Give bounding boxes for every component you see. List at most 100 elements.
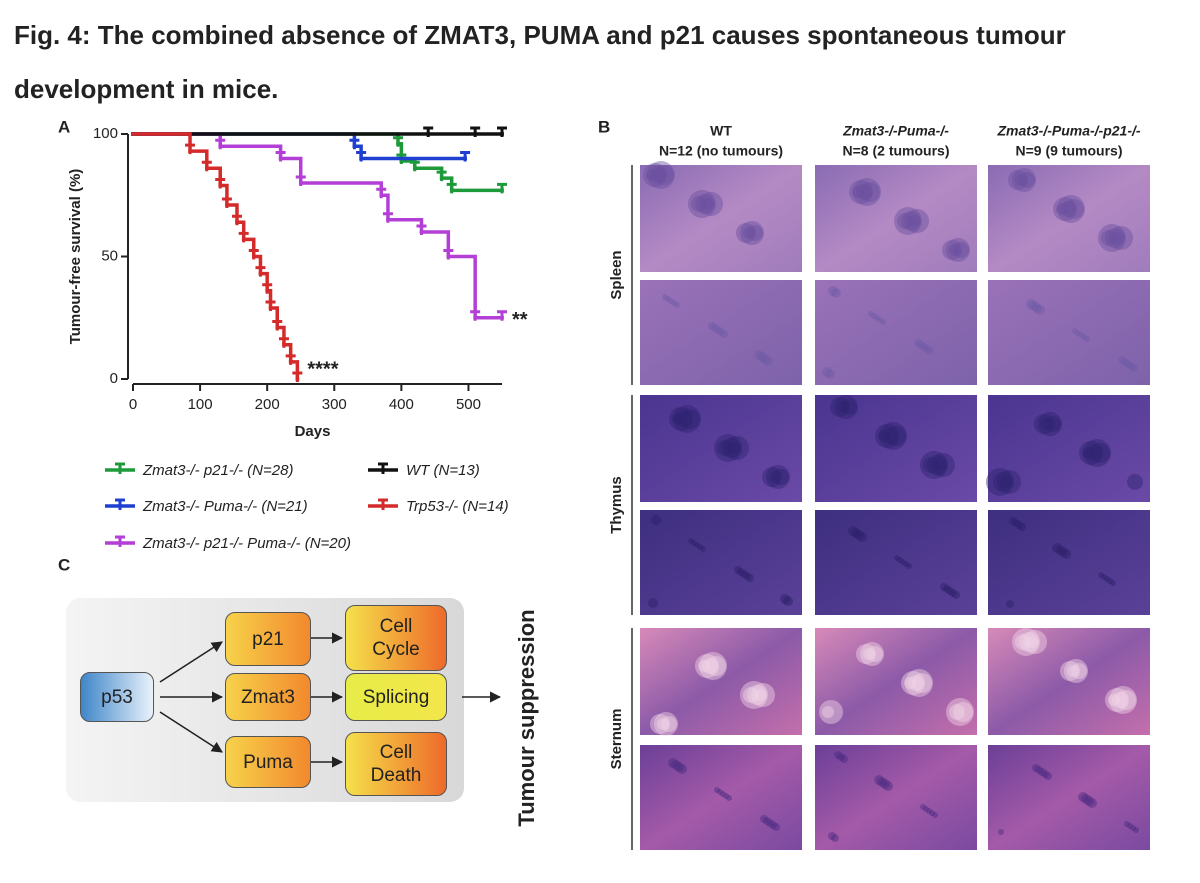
panel-label: C xyxy=(58,555,70,574)
tissue-texture xyxy=(953,242,969,258)
tissue-texture xyxy=(754,689,766,701)
event-marker xyxy=(272,320,283,331)
tissue-texture xyxy=(1029,301,1039,311)
tissue-texture xyxy=(647,161,675,189)
tissue-texture xyxy=(671,300,677,306)
y-axis-label: Tumour-free survival (%) xyxy=(67,169,84,345)
tissue xyxy=(640,510,802,615)
tissue-texture xyxy=(725,436,749,460)
tissue-texture xyxy=(834,751,842,759)
tissue-texture xyxy=(1052,543,1062,553)
tissue-texture xyxy=(946,587,954,595)
tissue-texture xyxy=(763,356,773,366)
tissue-texture xyxy=(734,566,742,574)
tissue-texture xyxy=(677,764,687,774)
tissue-texture xyxy=(654,165,674,185)
x-tick-label: 100 xyxy=(188,396,213,413)
tissue-texture xyxy=(1064,199,1084,219)
tissue-texture xyxy=(1060,201,1076,217)
tissue-texture xyxy=(1105,688,1129,712)
step-segment xyxy=(298,181,383,197)
step-segment xyxy=(131,132,222,148)
tissue-texture xyxy=(1041,418,1053,430)
tissue-texture xyxy=(662,294,668,300)
tissue-texture xyxy=(908,215,920,227)
tissue-texture xyxy=(934,459,946,471)
event-marker xyxy=(376,187,387,199)
tissue-texture xyxy=(697,544,703,550)
tissue-texture xyxy=(695,194,715,214)
tissue-texture xyxy=(900,559,906,565)
diagram-node: p53 xyxy=(80,672,154,722)
tissue-texture xyxy=(654,712,678,736)
tissue-texture xyxy=(1112,692,1128,708)
tissue-texture xyxy=(747,685,767,705)
tissue xyxy=(988,165,1150,272)
x-tick-label: 200 xyxy=(255,396,280,413)
tissue-texture xyxy=(751,683,775,707)
tissue-texture xyxy=(942,240,962,260)
tissue-texture xyxy=(1009,517,1017,525)
tissue-texture xyxy=(1116,690,1136,710)
tissue-texture xyxy=(769,821,777,829)
histology-image xyxy=(815,628,977,735)
tissue-texture xyxy=(932,812,938,818)
tissue-texture xyxy=(661,716,677,732)
column-genotype: Zmat3-/-Puma-/-p21-/- xyxy=(996,123,1140,139)
step-segment xyxy=(379,193,390,222)
tissue-texture xyxy=(1079,441,1103,465)
histology-image xyxy=(988,280,1150,385)
tissue-texture xyxy=(1015,521,1023,529)
legend-label: Zmat3-/- p21-/- (N=28) xyxy=(142,462,293,479)
event-marker xyxy=(423,126,434,137)
tissue-texture xyxy=(908,675,924,691)
tissue-texture xyxy=(1127,362,1135,370)
tissue-texture xyxy=(905,669,933,697)
tissue xyxy=(815,165,977,272)
tissue-texture xyxy=(699,652,727,680)
tissue-texture xyxy=(762,467,782,487)
event-marker xyxy=(497,126,507,137)
tissue-texture xyxy=(1032,764,1040,772)
tissue-texture xyxy=(912,673,932,693)
tissue-texture xyxy=(740,681,768,709)
tissue xyxy=(988,628,1150,735)
tissue-texture xyxy=(1012,628,1040,656)
event-marker xyxy=(278,337,289,348)
tissue-texture xyxy=(943,585,951,593)
tissue-texture xyxy=(997,470,1021,494)
tissue-texture xyxy=(740,221,764,245)
tissue-texture xyxy=(904,677,916,689)
event-marker xyxy=(470,310,481,321)
step-segment xyxy=(225,203,239,224)
tissue-texture xyxy=(860,642,884,666)
diagram-node: Cell Cycle xyxy=(345,605,447,671)
tissue-texture xyxy=(757,352,767,362)
tissue-texture xyxy=(923,457,939,473)
tissue-texture xyxy=(953,702,973,722)
event-marker xyxy=(255,266,266,277)
tissue-texture xyxy=(1053,197,1077,221)
tissue-texture xyxy=(688,538,694,544)
tissue-texture xyxy=(702,658,718,674)
figure-title: Fig. 4: The combined absence of ZMAT3, P… xyxy=(14,20,1066,104)
diagram-node: Splicing xyxy=(345,673,447,721)
tissue-texture xyxy=(720,330,728,338)
tissue-texture xyxy=(852,186,864,198)
significance-label: ** xyxy=(512,309,528,331)
histology-image xyxy=(815,280,977,385)
tissue-texture xyxy=(769,471,781,483)
legend-marker xyxy=(378,498,388,510)
tissue-texture xyxy=(694,542,700,548)
tissue-texture xyxy=(691,540,697,546)
event-marker xyxy=(409,160,420,172)
event-marker xyxy=(215,177,226,189)
tissue-texture xyxy=(743,227,755,239)
tissue-texture xyxy=(897,557,903,563)
event-marker xyxy=(295,175,306,186)
tissue-texture xyxy=(1034,414,1054,434)
tissue-texture xyxy=(1035,305,1045,315)
tissue-texture xyxy=(1067,665,1079,677)
histology-image xyxy=(640,395,802,502)
legend-label: Trp53-/- (N=14) xyxy=(406,498,509,515)
